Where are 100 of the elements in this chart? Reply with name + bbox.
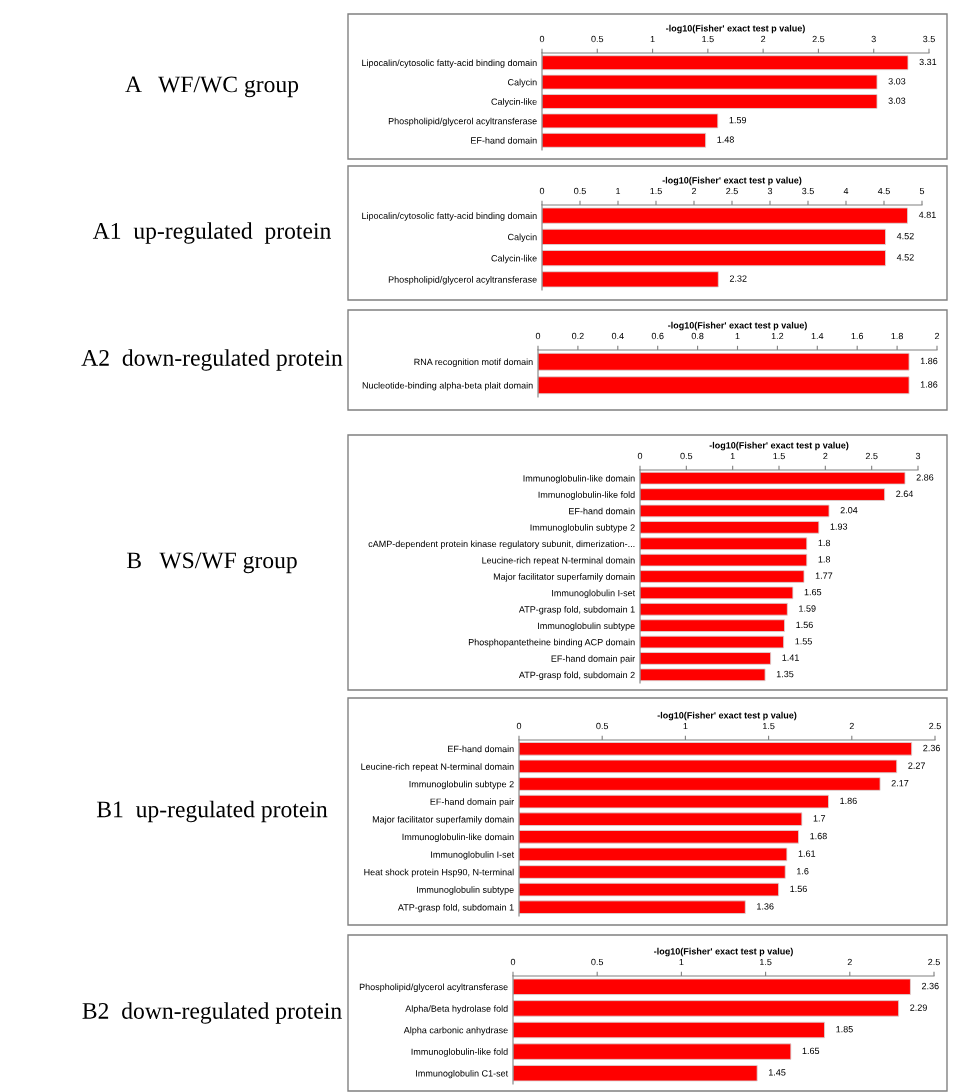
y-tick-label: Heat shock protein Hsp90, N-terminal bbox=[364, 868, 514, 878]
x-tick-label: 0 bbox=[539, 187, 545, 195]
x-tick-label: 3 bbox=[767, 187, 773, 195]
x-tick-label: 0 bbox=[637, 452, 643, 460]
y-tick-label: Immunoglobulin subtype 2 bbox=[530, 524, 635, 533]
x-tick-label: 3 bbox=[871, 35, 876, 43]
x-tick-label: 0.6 bbox=[651, 332, 664, 340]
bar bbox=[519, 882, 779, 897]
bar bbox=[542, 207, 908, 224]
data-label: 1.41 bbox=[782, 654, 799, 661]
bar bbox=[519, 777, 881, 791]
data-label: 2.17 bbox=[891, 780, 909, 787]
data-label: 1.55 bbox=[795, 638, 812, 645]
data-label: 3.03 bbox=[888, 97, 906, 104]
bar bbox=[542, 228, 886, 245]
x-tick-label: 4 bbox=[843, 187, 849, 195]
data-label: 1.85 bbox=[836, 1026, 853, 1033]
y-tick-label: Calycin bbox=[508, 233, 537, 243]
bar bbox=[519, 812, 803, 826]
y-tick-label: EF-hand domain bbox=[569, 507, 635, 515]
text: B2 down-regulated protein bbox=[82, 1002, 342, 1024]
y-tick-label: Calycin-like bbox=[491, 98, 537, 107]
data-label: 1.61 bbox=[798, 850, 816, 857]
bar bbox=[640, 602, 788, 616]
bar bbox=[513, 978, 911, 995]
x-tick-label: 1.5 bbox=[650, 187, 662, 195]
x-tick-label: 0.5 bbox=[591, 958, 604, 966]
data-label: 1.45 bbox=[768, 1069, 786, 1076]
x-tick-label: 0 bbox=[535, 332, 541, 340]
data-label: 1.35 bbox=[776, 670, 794, 678]
data-label: 1.65 bbox=[804, 588, 822, 596]
data-label: 1.6 bbox=[797, 868, 809, 875]
y-tick-label: Nucleotide-binding alpha-beta plait domain bbox=[362, 381, 533, 391]
data-label: 4.52 bbox=[896, 254, 914, 261]
data-label: 1.77 bbox=[815, 572, 833, 579]
x-tick-label: 1.2 bbox=[771, 332, 784, 340]
data-label: 4.81 bbox=[918, 211, 936, 219]
y-tick-label: Immunoglobulin-like domain bbox=[402, 833, 514, 842]
bar bbox=[519, 830, 799, 844]
bar bbox=[519, 900, 746, 914]
data-label: 2.04 bbox=[840, 506, 858, 514]
y-tick-label: EF-hand domain bbox=[471, 137, 537, 144]
bar bbox=[513, 1043, 792, 1060]
y-tick-label: ATP-grasp fold, subdomain 2 bbox=[518, 671, 635, 680]
y-tick-label: Alpha carbonic anhydrase bbox=[403, 1026, 508, 1036]
y-tick-label: ATP-grasp fold, subdomain 1 bbox=[518, 606, 635, 615]
data-label: 1.93 bbox=[830, 523, 848, 530]
data-label: 1.59 bbox=[729, 116, 747, 124]
data-label: 1.86 bbox=[920, 357, 938, 365]
text: A2 down-regulated protein bbox=[81, 349, 343, 371]
bar bbox=[542, 55, 909, 71]
y-tick-label: Immunoglobulin subtype 2 bbox=[409, 780, 514, 790]
x-tick-label: 1.5 bbox=[773, 452, 785, 460]
x-tick-label: 2.5 bbox=[928, 958, 940, 966]
y-tick-label: EF-hand domain pair bbox=[430, 798, 514, 807]
bar bbox=[519, 742, 913, 756]
y-tick-label: Leucine-rich repeat N-terminal domain bbox=[361, 763, 514, 772]
data-label: 1.86 bbox=[840, 797, 857, 805]
data-label: 2.32 bbox=[729, 275, 747, 282]
x-axis-title: -log10(Fisher' exact test p value) bbox=[668, 321, 807, 331]
y-tick-label: cAMP-dependent protein kinase regulatory subunit, dimerization-... bbox=[368, 540, 635, 549]
y-tick-label: EF-hand domain pair bbox=[551, 655, 635, 664]
x-tick-label: 2 bbox=[847, 958, 852, 966]
x-tick-label: 1.5 bbox=[763, 722, 775, 730]
x-tick-label: 1 bbox=[616, 187, 621, 195]
bar bbox=[513, 1065, 758, 1082]
x-tick-label: 2 bbox=[849, 722, 854, 730]
x-tick-label: 1 bbox=[683, 722, 688, 730]
bar bbox=[519, 865, 786, 879]
y-tick-label: EF-hand domain bbox=[448, 745, 514, 753]
y-tick-label: Calycin bbox=[508, 78, 537, 88]
y-tick-label: Immunoglobulin I-set bbox=[552, 589, 636, 599]
x-tick-label: 3 bbox=[915, 452, 921, 460]
bar bbox=[640, 652, 772, 665]
x-tick-label: 1.8 bbox=[891, 332, 903, 340]
y-tick-label: Immunoglobulin subtype bbox=[417, 886, 514, 895]
x-tick-label: 2.5 bbox=[726, 187, 738, 195]
y-tick-label: Leucine-rich repeat N-terminal domain bbox=[482, 556, 635, 566]
data-label: 1.8 bbox=[818, 556, 831, 563]
x-tick-label: 1 bbox=[730, 452, 735, 460]
y-tick-label: Alpha/Beta hydrolase fold bbox=[405, 1005, 508, 1014]
x-tick-label: 0 bbox=[510, 958, 516, 966]
data-label: 2.64 bbox=[896, 490, 914, 497]
data-label: 3.31 bbox=[919, 58, 937, 66]
bar bbox=[640, 504, 830, 518]
text: A1 up-regulated protein bbox=[92, 222, 331, 244]
y-tick-label: Immunoglobulin C1-set bbox=[416, 1069, 509, 1079]
bar bbox=[542, 113, 719, 129]
y-tick-label: Lipocalin/cytosolic fatty-acid binding domain bbox=[362, 59, 537, 68]
x-tick-label: 0.8 bbox=[691, 332, 704, 340]
x-tick-label: 0 bbox=[516, 722, 522, 730]
bar bbox=[542, 74, 878, 90]
data-label: 3.03 bbox=[888, 78, 906, 85]
data-label: 2.86 bbox=[916, 474, 934, 481]
y-tick-label: Phospholipid/glycerol acyltransferase bbox=[359, 983, 508, 992]
y-tick-label: Phosphopantetheine binding ACP domain bbox=[468, 638, 635, 648]
x-tick-label: 1.5 bbox=[760, 958, 772, 966]
x-tick-label: 1.6 bbox=[851, 332, 864, 340]
x-tick-label: 2.5 bbox=[929, 722, 941, 730]
x-tick-label: 5 bbox=[919, 187, 925, 195]
